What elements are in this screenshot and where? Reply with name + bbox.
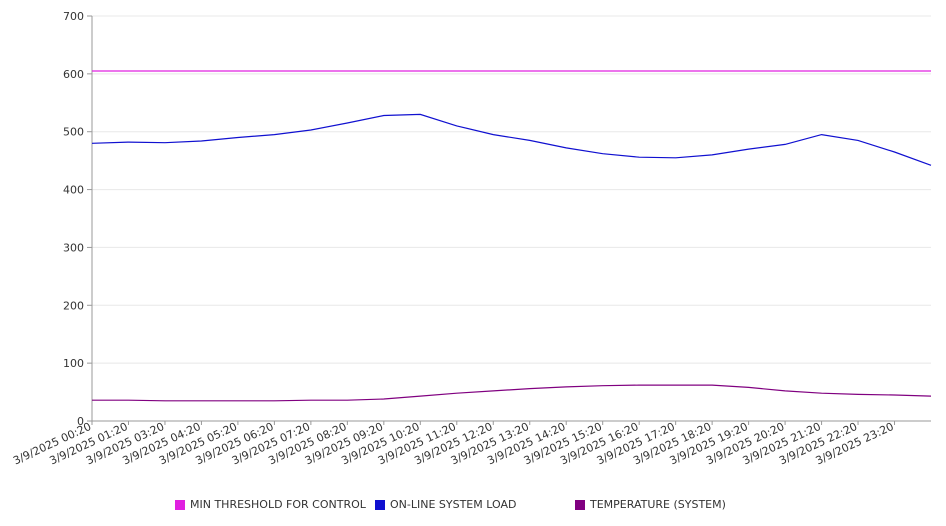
series-line-2 xyxy=(92,384,932,402)
y-tick-label: 0 xyxy=(77,415,84,428)
y-tick-label: 300 xyxy=(63,241,84,254)
legend-label-load: ON-LINE SYSTEM LOAD xyxy=(390,498,517,511)
series-line-1 xyxy=(91,113,932,166)
legend-swatch-threshold xyxy=(175,499,185,510)
y-tick-label: 400 xyxy=(63,184,84,197)
series-lines xyxy=(91,70,932,402)
y-tick-label: 500 xyxy=(63,126,84,139)
y-tick-label: 200 xyxy=(63,299,84,312)
legend-item-threshold[interactable]: MIN THRESHOLD FOR CONTROL xyxy=(175,498,366,511)
y-tick-label: 100 xyxy=(63,357,84,370)
legend-label-temperature: TEMPERATURE (SYSTEM) xyxy=(590,498,726,511)
legend: MIN THRESHOLD FOR CONTROL ON-LINE SYSTEM… xyxy=(0,498,946,514)
gridlines xyxy=(92,15,931,422)
y-tick-label: 600 xyxy=(63,68,84,81)
y-tick-label: 700 xyxy=(63,10,84,23)
y-axis-ticks: 0 100 200 300 400 500 600 700 xyxy=(63,10,92,428)
legend-item-load[interactable]: ON-LINE SYSTEM LOAD xyxy=(375,498,516,511)
legend-swatch-temperature xyxy=(575,499,585,510)
axes xyxy=(91,16,931,422)
legend-swatch-load xyxy=(375,499,385,510)
x-axis-ticks: 3/9/2025 00:203/9/2025 01:203/9/2025 03:… xyxy=(11,420,896,468)
legend-item-temperature[interactable]: TEMPERATURE (SYSTEM) xyxy=(575,498,726,511)
legend-label-threshold: MIN THRESHOLD FOR CONTROL xyxy=(190,498,366,511)
